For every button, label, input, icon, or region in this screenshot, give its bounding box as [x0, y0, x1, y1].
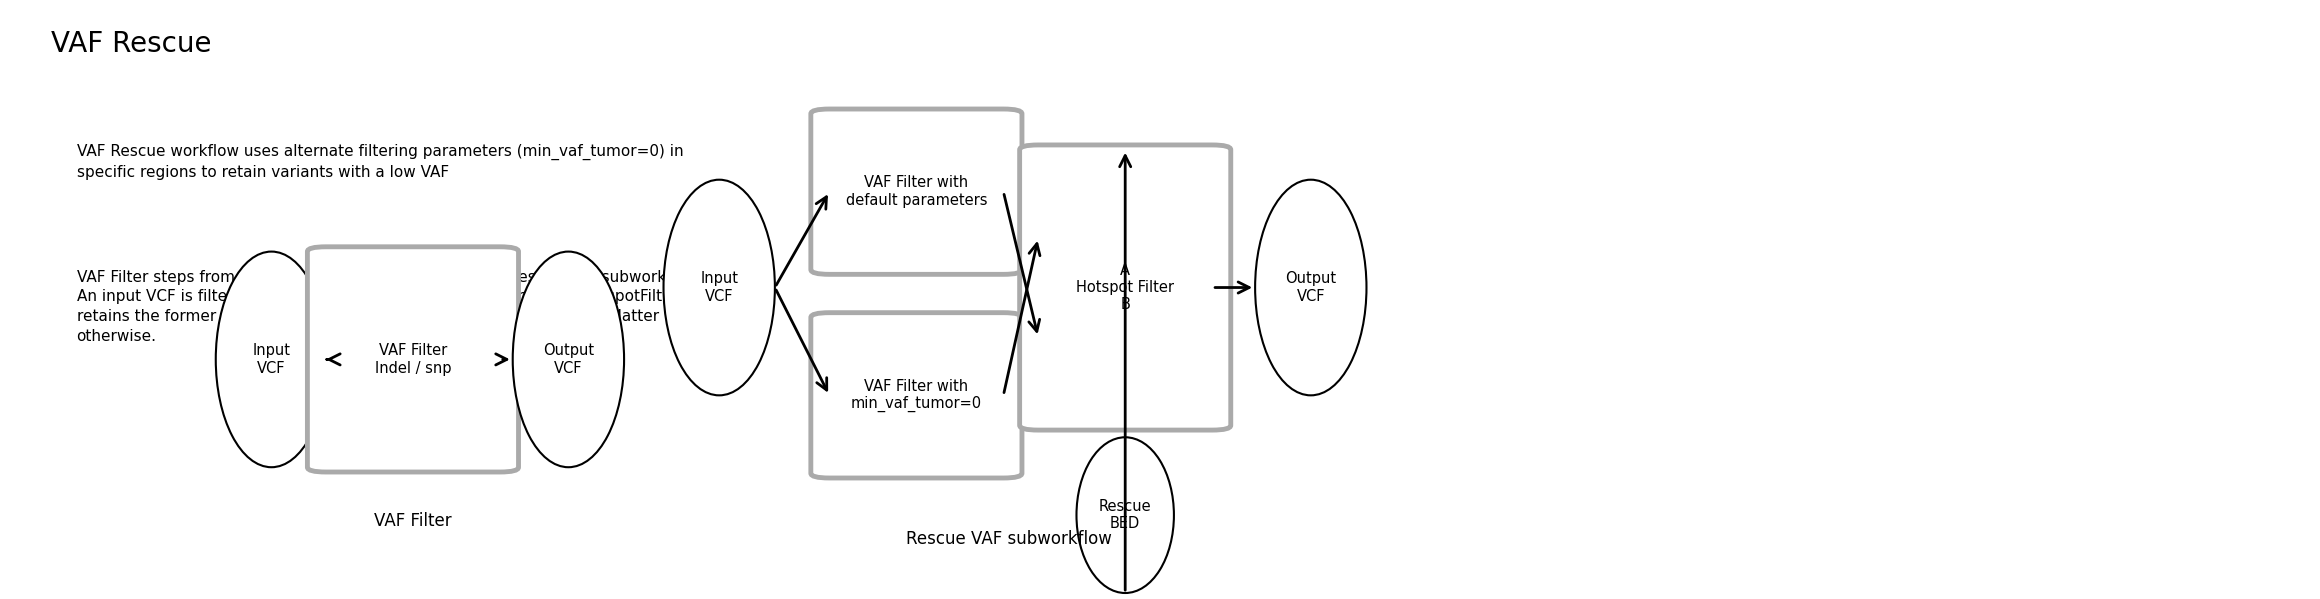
Text: VAF Filter
Indel / snp: VAF Filter Indel / snp: [376, 343, 450, 376]
FancyBboxPatch shape: [306, 247, 517, 472]
Text: VAF Filter with
min_vaf_tumor=0: VAF Filter with min_vaf_tumor=0: [851, 379, 981, 412]
Text: Output
VCF: Output VCF: [543, 343, 594, 376]
Ellipse shape: [1255, 180, 1366, 395]
FancyBboxPatch shape: [1021, 145, 1230, 430]
Text: VAF Filter: VAF Filter: [374, 512, 452, 530]
FancyBboxPatch shape: [812, 109, 1021, 274]
Text: Output
VCF: Output VCF: [1285, 271, 1336, 304]
Text: Rescue
BED: Rescue BED: [1100, 499, 1151, 531]
Text: VAF Rescue: VAF Rescue: [51, 30, 211, 58]
Text: Input
VCF: Input VCF: [253, 343, 290, 376]
Text: VAF Filter with
default parameters: VAF Filter with default parameters: [847, 176, 986, 208]
Text: Rescue VAF subworkflow: Rescue VAF subworkflow: [907, 530, 1111, 548]
Text: Input
VCF: Input VCF: [701, 271, 738, 304]
Ellipse shape: [216, 252, 327, 467]
Ellipse shape: [664, 180, 775, 395]
Text: VAF Rescue workflow uses alternate filtering parameters (min_vaf_tumor=0) in
spe: VAF Rescue workflow uses alternate filte…: [77, 144, 682, 180]
Ellipse shape: [1076, 437, 1174, 593]
Text: VAF Filter steps from TinDaisy workflow are replaced by Rescue VAF subworkflow.
: VAF Filter steps from TinDaisy workflow …: [77, 270, 701, 344]
Ellipse shape: [513, 252, 624, 467]
FancyBboxPatch shape: [812, 313, 1021, 478]
Text: A
Hotspot Filter
B: A Hotspot Filter B: [1076, 262, 1174, 313]
